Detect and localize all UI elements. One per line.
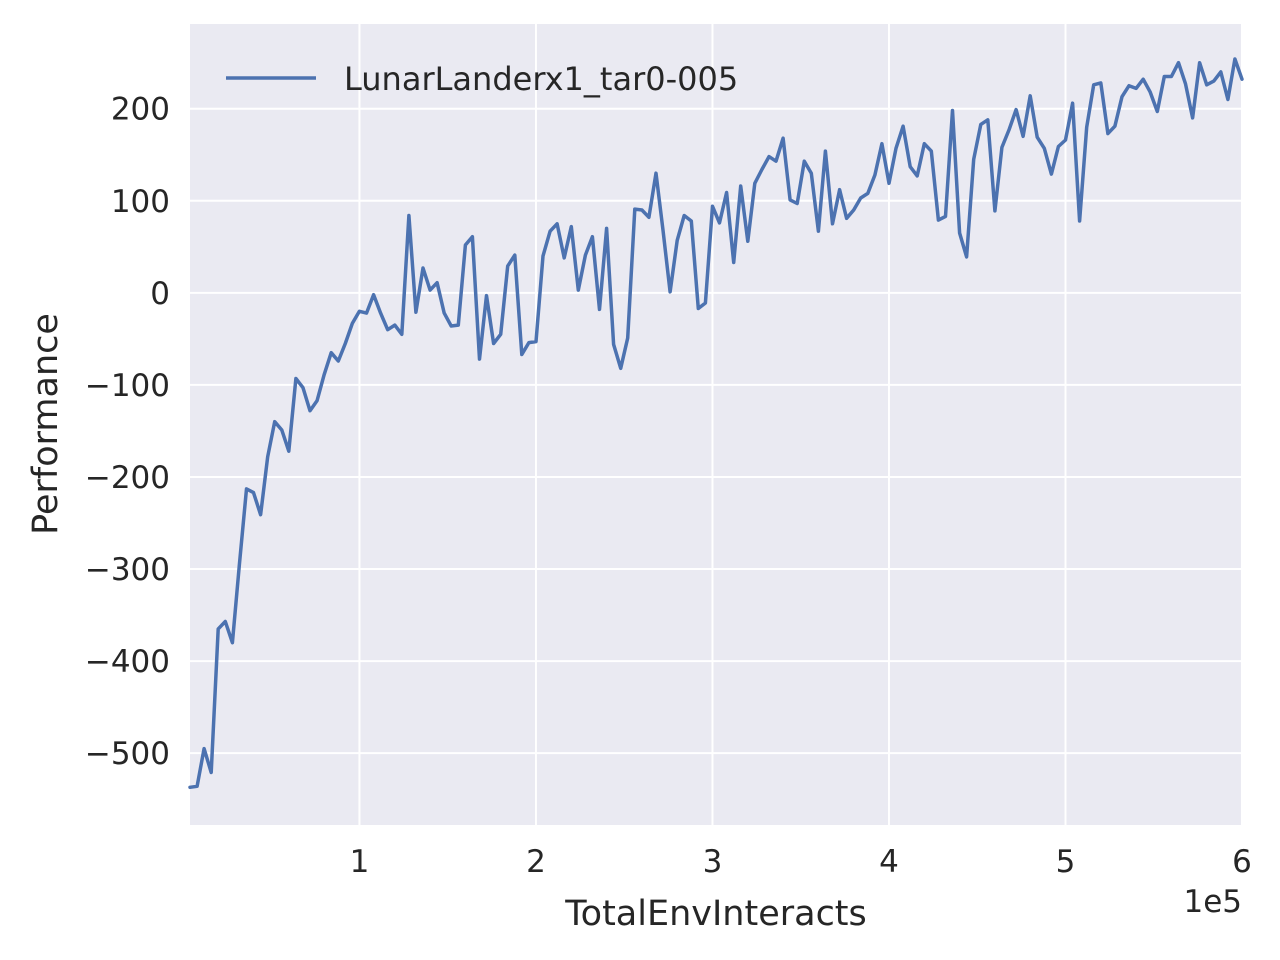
y-tick-label: 200 (111, 92, 170, 128)
x-axis-label: TotalEnvInteracts (564, 894, 867, 934)
y-tick-label: −100 (85, 368, 170, 404)
x-tick-label: 1 (350, 844, 370, 880)
x-tick-label: 4 (879, 844, 899, 880)
x-tick-labels: 1 2 3 4 5 6 (350, 844, 1252, 880)
y-tick-label: −500 (85, 736, 170, 772)
y-axis-label: Performance (26, 313, 66, 535)
x-tick-label: 6 (1232, 844, 1252, 880)
series-layer (188, 57, 1244, 790)
y-tick-label: 0 (150, 276, 170, 312)
x-tick-label: 5 (1056, 844, 1076, 880)
x-axis-offset-label: 1e5 (1183, 884, 1242, 920)
legend: LunarLanderx1_tar0-005 (226, 60, 738, 98)
y-tick-label: −200 (85, 460, 170, 496)
y-tick-label: 100 (111, 184, 170, 220)
grid-lines (190, 24, 1243, 825)
x-tick-label: 2 (526, 844, 546, 880)
plot-background (190, 24, 1242, 825)
x-tick-label: 3 (703, 844, 723, 880)
y-tick-label: −300 (85, 552, 170, 588)
legend-entry-label: LunarLanderx1_tar0-005 (344, 60, 738, 98)
y-tick-label: −400 (85, 644, 170, 680)
series-line (188, 57, 1244, 790)
y-tick-labels: −500 −400 −300 −200 −100 0 100 200 (85, 92, 170, 772)
